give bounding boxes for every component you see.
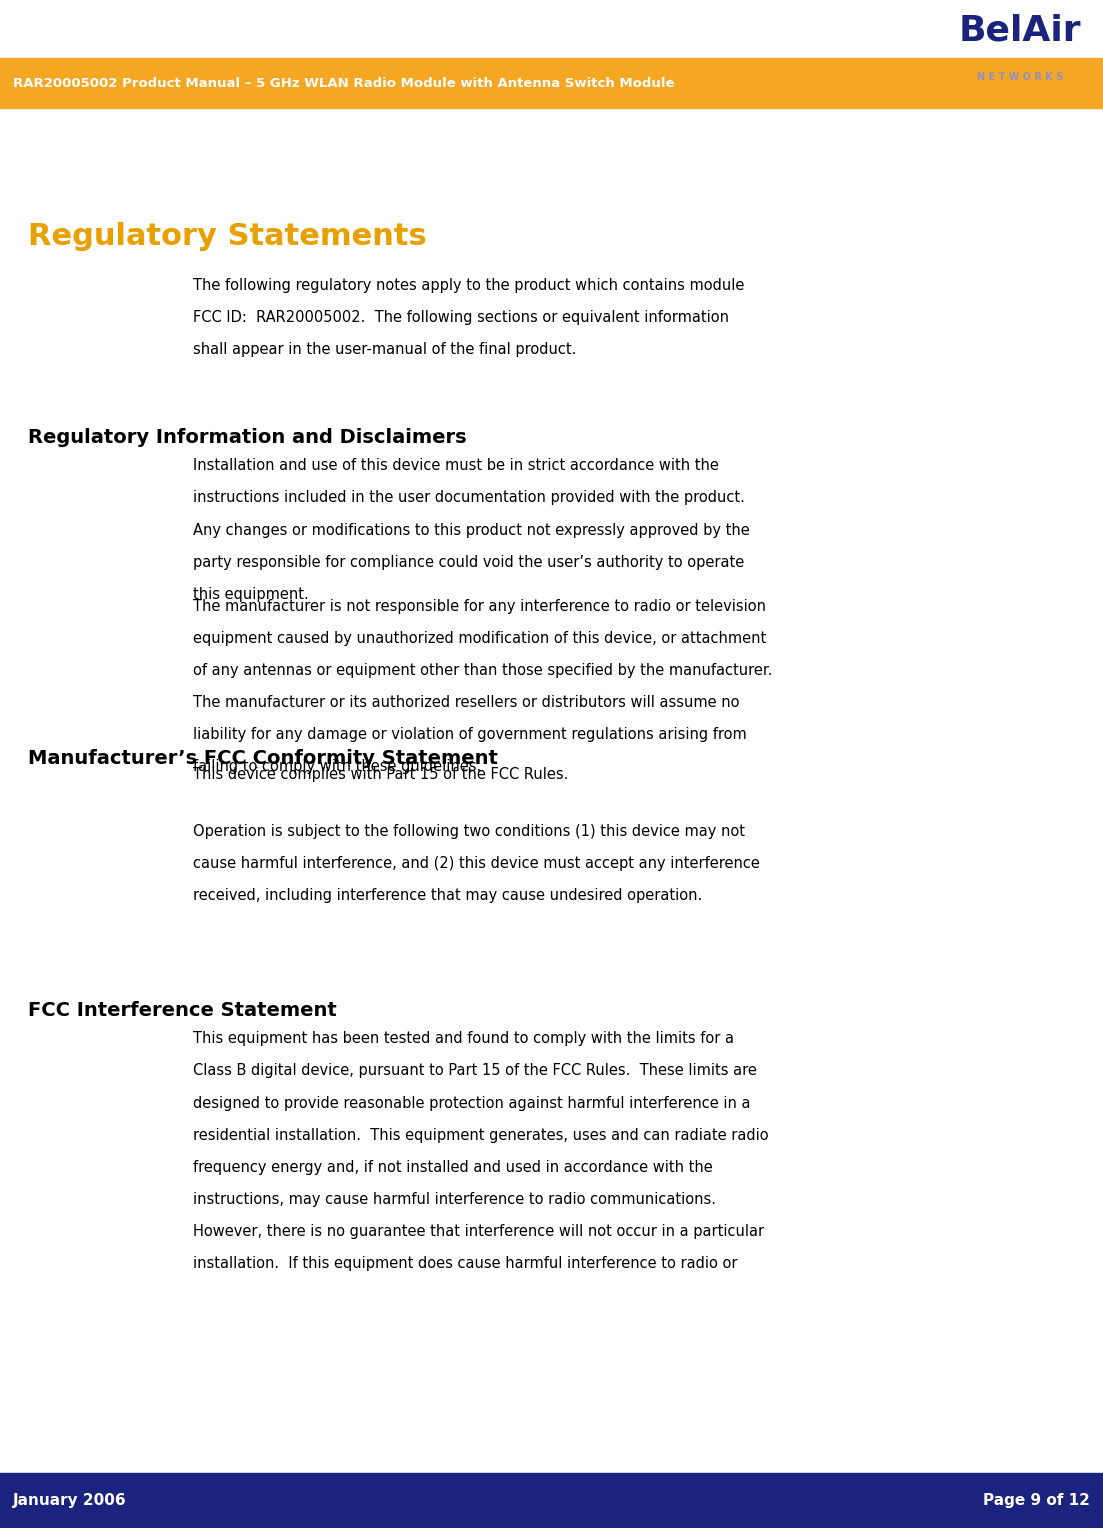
- Text: cause harmful interference, and (2) this device must accept any interference: cause harmful interference, and (2) this…: [193, 856, 760, 871]
- Text: failing to comply with these guidelines.: failing to comply with these guidelines.: [193, 759, 481, 775]
- Text: of any antennas or equipment other than those specified by the manufacturer.: of any antennas or equipment other than …: [193, 663, 772, 678]
- Text: designed to provide reasonable protection against harmful interference in a: designed to provide reasonable protectio…: [193, 1096, 750, 1111]
- Text: This device complies with Part 15 of the FCC Rules.: This device complies with Part 15 of the…: [193, 767, 568, 782]
- Text: FCC ID:  RAR20005002.  The following sections or equivalent information: FCC ID: RAR20005002. The following secti…: [193, 310, 729, 325]
- Text: RAR20005002 Product Manual – 5 GHz WLAN Radio Module with Antenna Switch Module: RAR20005002 Product Manual – 5 GHz WLAN …: [13, 76, 675, 90]
- Text: Installation and use of this device must be in strict accordance with the: Installation and use of this device must…: [193, 458, 719, 474]
- Text: this equipment.: this equipment.: [193, 587, 309, 602]
- Text: frequency energy and, if not installed and used in accordance with the: frequency energy and, if not installed a…: [193, 1160, 713, 1175]
- Text: installation.  If this equipment does cause harmful interference to radio or: installation. If this equipment does cau…: [193, 1256, 738, 1271]
- Text: Manufacturer’s FCC Conformity Statement: Manufacturer’s FCC Conformity Statement: [28, 749, 497, 767]
- Text: instructions included in the user documentation provided with the product.: instructions included in the user docume…: [193, 490, 745, 506]
- Text: Page 9 of 12: Page 9 of 12: [983, 1493, 1090, 1508]
- Text: shall appear in the user-manual of the final product.: shall appear in the user-manual of the f…: [193, 342, 577, 358]
- Text: received, including interference that may cause undesired operation.: received, including interference that ma…: [193, 888, 703, 903]
- Text: Class B digital device, pursuant to Part 15 of the FCC Rules.  These limits are: Class B digital device, pursuant to Part…: [193, 1063, 757, 1079]
- Bar: [0, 1473, 1103, 1528]
- Text: Regulatory Statements: Regulatory Statements: [28, 222, 427, 251]
- Text: instructions, may cause harmful interference to radio communications.: instructions, may cause harmful interfer…: [193, 1192, 716, 1207]
- Text: party responsible for compliance could void the user’s authority to operate: party responsible for compliance could v…: [193, 555, 745, 570]
- Text: residential installation.  This equipment generates, uses and can radiate radio: residential installation. This equipment…: [193, 1128, 769, 1143]
- Text: Operation is subject to the following two conditions (1) this device may not: Operation is subject to the following tw…: [193, 824, 745, 839]
- Text: equipment caused by unauthorized modification of this device, or attachment: equipment caused by unauthorized modific…: [193, 631, 767, 646]
- Text: The manufacturer is not responsible for any interference to radio or television: The manufacturer is not responsible for …: [193, 599, 765, 614]
- Text: liability for any damage or violation of government regulations arising from: liability for any damage or violation of…: [193, 727, 747, 743]
- Text: This equipment has been tested and found to comply with the limits for a: This equipment has been tested and found…: [193, 1031, 733, 1047]
- Bar: [0, 58, 1103, 108]
- Text: Any changes or modifications to this product not expressly approved by the: Any changes or modifications to this pro…: [193, 523, 750, 538]
- Text: The following regulatory notes apply to the product which contains module: The following regulatory notes apply to …: [193, 278, 745, 293]
- Text: N E T W O R K S: N E T W O R K S: [977, 72, 1063, 83]
- Text: January 2006: January 2006: [13, 1493, 127, 1508]
- Text: BelAir: BelAir: [959, 14, 1082, 47]
- Text: The manufacturer or its authorized resellers or distributors will assume no: The manufacturer or its authorized resel…: [193, 695, 739, 711]
- Text: FCC Interference Statement: FCC Interference Statement: [28, 1001, 336, 1019]
- Text: Regulatory Information and Disclaimers: Regulatory Information and Disclaimers: [28, 428, 467, 446]
- Text: However, there is no guarantee that interference will not occur in a particular: However, there is no guarantee that inte…: [193, 1224, 764, 1239]
